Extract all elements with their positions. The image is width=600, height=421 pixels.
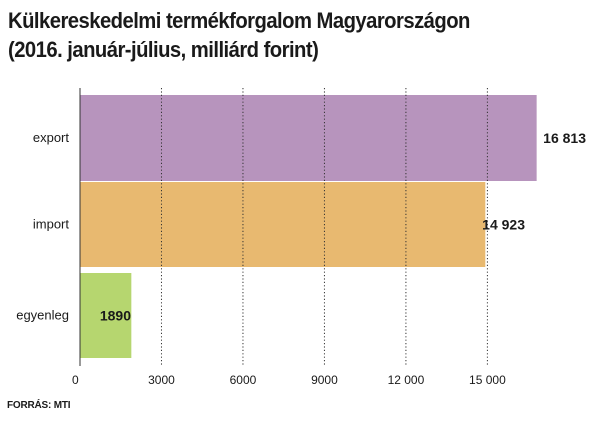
bar-export — [80, 95, 537, 181]
value-label-egyenleg: 1890 — [100, 308, 131, 324]
x-tick-label: 12 000 — [388, 373, 425, 387]
x-tick-label: 6000 — [230, 373, 257, 387]
category-label-egyenleg: egyenleg — [16, 308, 69, 323]
chart-title-line2: (2016. január-július, milliárd forint) — [8, 37, 319, 62]
chart-title-line1: Külkereskedelmi termékforgalom Magyarors… — [8, 8, 470, 33]
source-note: FORRÁS: MTI — [7, 400, 71, 411]
category-label-import: import — [33, 217, 70, 232]
x-tick-label: 0 — [72, 373, 79, 387]
category-label-export: export — [33, 130, 70, 145]
value-label-import: 14 923 — [482, 217, 525, 233]
x-tick-label: 9000 — [311, 373, 338, 387]
bar-egyenleg — [80, 273, 132, 358]
value-label-export: 16 813 — [543, 130, 586, 146]
bar-import — [80, 182, 486, 267]
x-tick-label: 15 000 — [469, 373, 506, 387]
chart-title: Külkereskedelmi termékforgalom Magyarors… — [8, 6, 535, 64]
x-tick-label: 3000 — [148, 373, 175, 387]
